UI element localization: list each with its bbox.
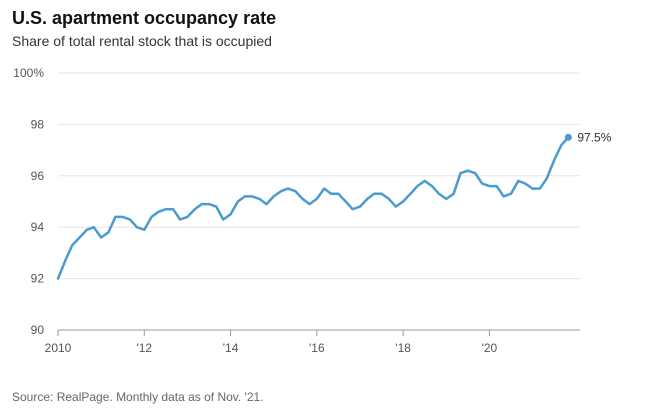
source-note: Source: RealPage. Monthly data as of Nov… bbox=[12, 390, 264, 404]
y-tick-label: 98 bbox=[31, 117, 45, 131]
end-value-label: 97.5% bbox=[577, 130, 611, 144]
end-point-marker bbox=[564, 133, 572, 141]
x-tick-label: 2010 bbox=[45, 341, 72, 355]
chart-title: U.S. apartment occupancy rate bbox=[12, 8, 277, 28]
x-tick-label: '20 bbox=[482, 341, 498, 355]
x-tick-label: '14 bbox=[223, 341, 239, 355]
y-tick-label: 100% bbox=[13, 66, 44, 80]
x-axis-ticks: 2010 '12 '14 '16 '18 '20 bbox=[45, 330, 498, 355]
y-tick-label: 90 bbox=[31, 323, 45, 337]
chart-subtitle: Share of total rental stock that is occu… bbox=[12, 33, 272, 49]
occupancy-series-line bbox=[56, 136, 570, 280]
x-tick-label: '16 bbox=[309, 341, 325, 355]
y-axis-ticks: 90 92 94 96 98 100% bbox=[13, 66, 44, 337]
y-tick-label: 94 bbox=[31, 220, 45, 234]
grid-lines bbox=[58, 72, 580, 331]
y-tick-label: 92 bbox=[31, 272, 45, 286]
y-tick-label: 96 bbox=[31, 169, 45, 183]
x-tick-label: '12 bbox=[136, 341, 152, 355]
x-tick-label: '18 bbox=[395, 341, 411, 355]
